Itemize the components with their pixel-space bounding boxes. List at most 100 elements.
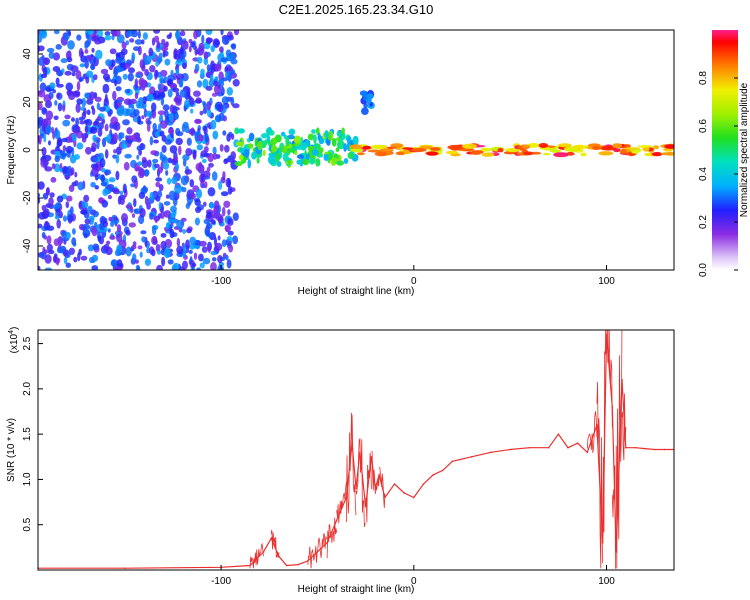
heatmap-cell	[232, 212, 239, 221]
heatmap-cell	[612, 143, 623, 149]
heatmap-cell	[226, 236, 233, 242]
heatmap-cell	[557, 143, 572, 148]
heatmap-cell	[169, 83, 178, 89]
heatmap-cell	[336, 131, 342, 137]
heatmap-cell	[65, 82, 74, 91]
heatmap-cell	[78, 77, 83, 83]
heatmap-cell	[184, 169, 193, 175]
heatmap-cell	[311, 149, 319, 156]
heatmap-cell	[341, 127, 345, 135]
heatmap-cell	[185, 148, 193, 156]
heatmap-cell	[113, 189, 121, 195]
heatmap-cell	[62, 104, 66, 112]
heatmap-cell	[124, 153, 132, 159]
heatmap-cell	[118, 132, 125, 139]
heatmap-cell	[53, 30, 60, 35]
heatmap-cell	[38, 265, 41, 270]
heatmap-cell	[210, 119, 217, 130]
heatmap-cell	[102, 220, 109, 228]
heatmap-cell	[160, 120, 168, 129]
heatmap-cell	[266, 128, 270, 134]
heatmap-cell	[173, 155, 178, 162]
heatmap-cell	[208, 162, 214, 168]
heatmap-cell	[132, 253, 137, 263]
heatmap-cell	[186, 137, 192, 146]
heatmap-cell	[54, 129, 61, 140]
snr-point	[596, 424, 598, 426]
bottom-y-ticks: 0.5 1.0 1.5 2.0 2.5	[22, 336, 43, 532]
heatmap-cell	[211, 209, 219, 219]
heatmap-cell	[84, 125, 89, 134]
heatmap-cell	[101, 200, 109, 208]
heatmap-cell	[151, 248, 156, 257]
heatmap-cell	[70, 65, 79, 73]
heatmap-cell	[182, 62, 187, 70]
snr-oscillation-segment	[621, 393, 627, 461]
heatmap-cell	[226, 259, 232, 269]
heatmap-cell	[100, 181, 108, 187]
heatmap-cell	[87, 205, 93, 213]
heatmap-cell	[44, 267, 53, 270]
snr-point	[605, 333, 608, 336]
heatmap-cell	[314, 143, 321, 150]
colorbar-tick-label: 0.8	[698, 71, 709, 85]
heatmap-cell	[119, 197, 125, 205]
heatmap-cell	[239, 147, 245, 154]
heatmap-cell	[198, 253, 204, 262]
snr-point	[470, 456, 473, 458]
snr-point	[249, 564, 251, 567]
heatmap-cell	[194, 63, 200, 72]
heatmap-cell	[73, 154, 80, 160]
heatmap-cell	[247, 143, 254, 149]
heatmap-cell	[203, 201, 207, 207]
snr-oscillation-segment	[249, 542, 264, 569]
heatmap-cell	[161, 256, 166, 267]
heatmap-cell	[40, 158, 48, 168]
heatmap-cell	[324, 130, 329, 138]
heatmap-cell	[137, 115, 142, 125]
heatmap-cell	[207, 152, 214, 163]
heatmap-cell	[134, 39, 143, 45]
heatmap-cell	[62, 119, 71, 127]
heatmap-cell	[174, 184, 182, 194]
heatmap-cell	[538, 143, 549, 148]
heatmap-cell	[182, 260, 188, 270]
snr-oscillation-segment	[615, 330, 623, 569]
heatmap-cell	[296, 154, 305, 160]
heatmap-cell	[84, 48, 89, 54]
heatmap-cell	[122, 119, 130, 126]
heatmap-cell	[161, 38, 166, 46]
heatmap-cell	[46, 47, 55, 53]
snr-point	[625, 446, 627, 449]
heatmap-cell	[155, 181, 161, 188]
snr-point	[663, 448, 666, 451]
heatmap-cell	[62, 215, 68, 222]
heatmap-cell	[41, 107, 47, 115]
heatmap-cell	[313, 134, 317, 144]
bottom-x-ticks: -100 0 100	[211, 565, 615, 587]
heatmap-cell	[115, 52, 120, 58]
snr-point	[634, 446, 637, 449]
heatmap-cell	[289, 147, 296, 153]
heatmap-cell	[223, 158, 229, 165]
heatmap-cell	[77, 181, 85, 191]
heatmap-cell	[175, 137, 183, 146]
heatmap-cell	[102, 188, 109, 197]
heatmap-cell	[38, 45, 45, 52]
heatmap-cell	[350, 148, 364, 153]
heatmap-cell	[92, 134, 97, 142]
heatmap-cell	[362, 145, 371, 150]
heatmap-cell	[188, 128, 196, 135]
heatmap-cell	[162, 161, 170, 170]
heatmap-cell	[204, 226, 211, 237]
heatmap-cell	[137, 245, 143, 250]
heatmap-cell	[275, 152, 281, 162]
snr-oscillation-segment	[346, 412, 353, 523]
heatmap-cell	[206, 211, 213, 219]
heatmap-cell	[43, 208, 50, 218]
heatmap-cell	[56, 219, 61, 229]
heatmap-cell	[257, 140, 263, 151]
heatmap-cell	[190, 41, 195, 48]
heatmap-cell	[89, 126, 98, 134]
